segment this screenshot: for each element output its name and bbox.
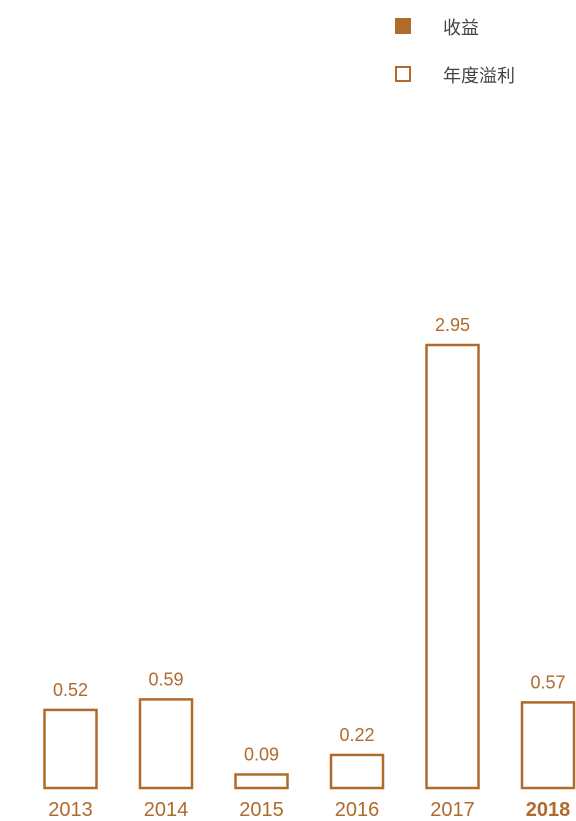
- data-label-2017: 2.95: [435, 315, 470, 335]
- bar-2013: [43, 708, 98, 790]
- legend-swatch-filled: [395, 18, 411, 34]
- data-label-2016: 0.22: [339, 725, 374, 745]
- x-tick-label-2018: 2018: [526, 799, 571, 821]
- x-tick-label-2017: 2017: [430, 799, 475, 821]
- data-label-2018: 0.57: [530, 672, 565, 692]
- legend-label-profit: 年度溢利: [443, 66, 515, 87]
- x-tick-label-2013: 2013: [48, 799, 93, 821]
- x-tick-label-2016: 2016: [335, 799, 380, 821]
- bar-2014: [138, 698, 194, 790]
- x-tick-label-2014: 2014: [144, 799, 189, 821]
- x-tick-label-2015: 2015: [239, 799, 284, 821]
- data-label-2015: 0.09: [244, 744, 279, 764]
- legend-label-revenue: 收益: [443, 18, 479, 39]
- legend-swatch-outline: [395, 66, 411, 82]
- bar-2018: [520, 701, 576, 790]
- data-label-2014: 0.59: [148, 669, 183, 689]
- bar-2017: [425, 343, 480, 790]
- bar-2016: [329, 753, 385, 790]
- bar-2015: [234, 773, 289, 790]
- data-label-2013: 0.52: [53, 680, 88, 700]
